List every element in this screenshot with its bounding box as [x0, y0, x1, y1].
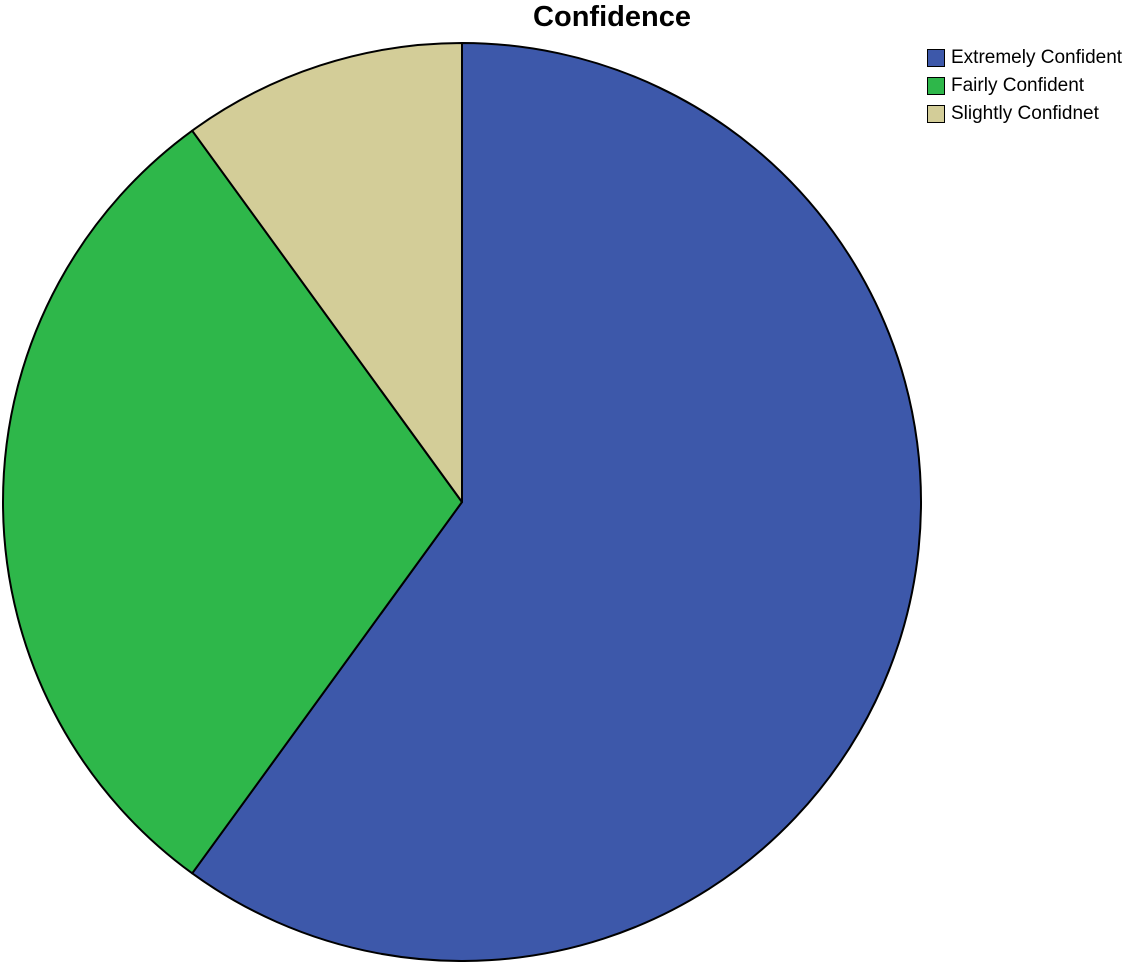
chart-title: Confidence	[533, 1, 691, 33]
legend-label-fairly-confident: Fairly Confident	[951, 75, 1085, 96]
pie-slice-extremely-confident	[191, 42, 922, 962]
legend-swatch-slightly-confidnet	[927, 105, 945, 123]
legend-item-extremely-confident: Extremely Confident	[927, 44, 1142, 72]
legend-label-extremely-confident: Extremely Confident	[951, 47, 1123, 68]
legend-item-fairly-confident: Fairly Confident	[927, 72, 1142, 100]
legend: Extremely Confident Fairly Confident Sli…	[927, 44, 1142, 128]
legend-item-slightly-confidnet: Slightly Confidnet	[927, 100, 1142, 128]
legend-label-slightly-confidnet: Slightly Confidnet	[951, 103, 1099, 124]
legend-swatch-extremely-confident	[927, 49, 945, 67]
pie-slice-fairly-confident	[2, 129, 463, 875]
pie-slice-slightly-confidnet	[191, 42, 463, 503]
legend-swatch-fairly-confident	[927, 77, 945, 95]
